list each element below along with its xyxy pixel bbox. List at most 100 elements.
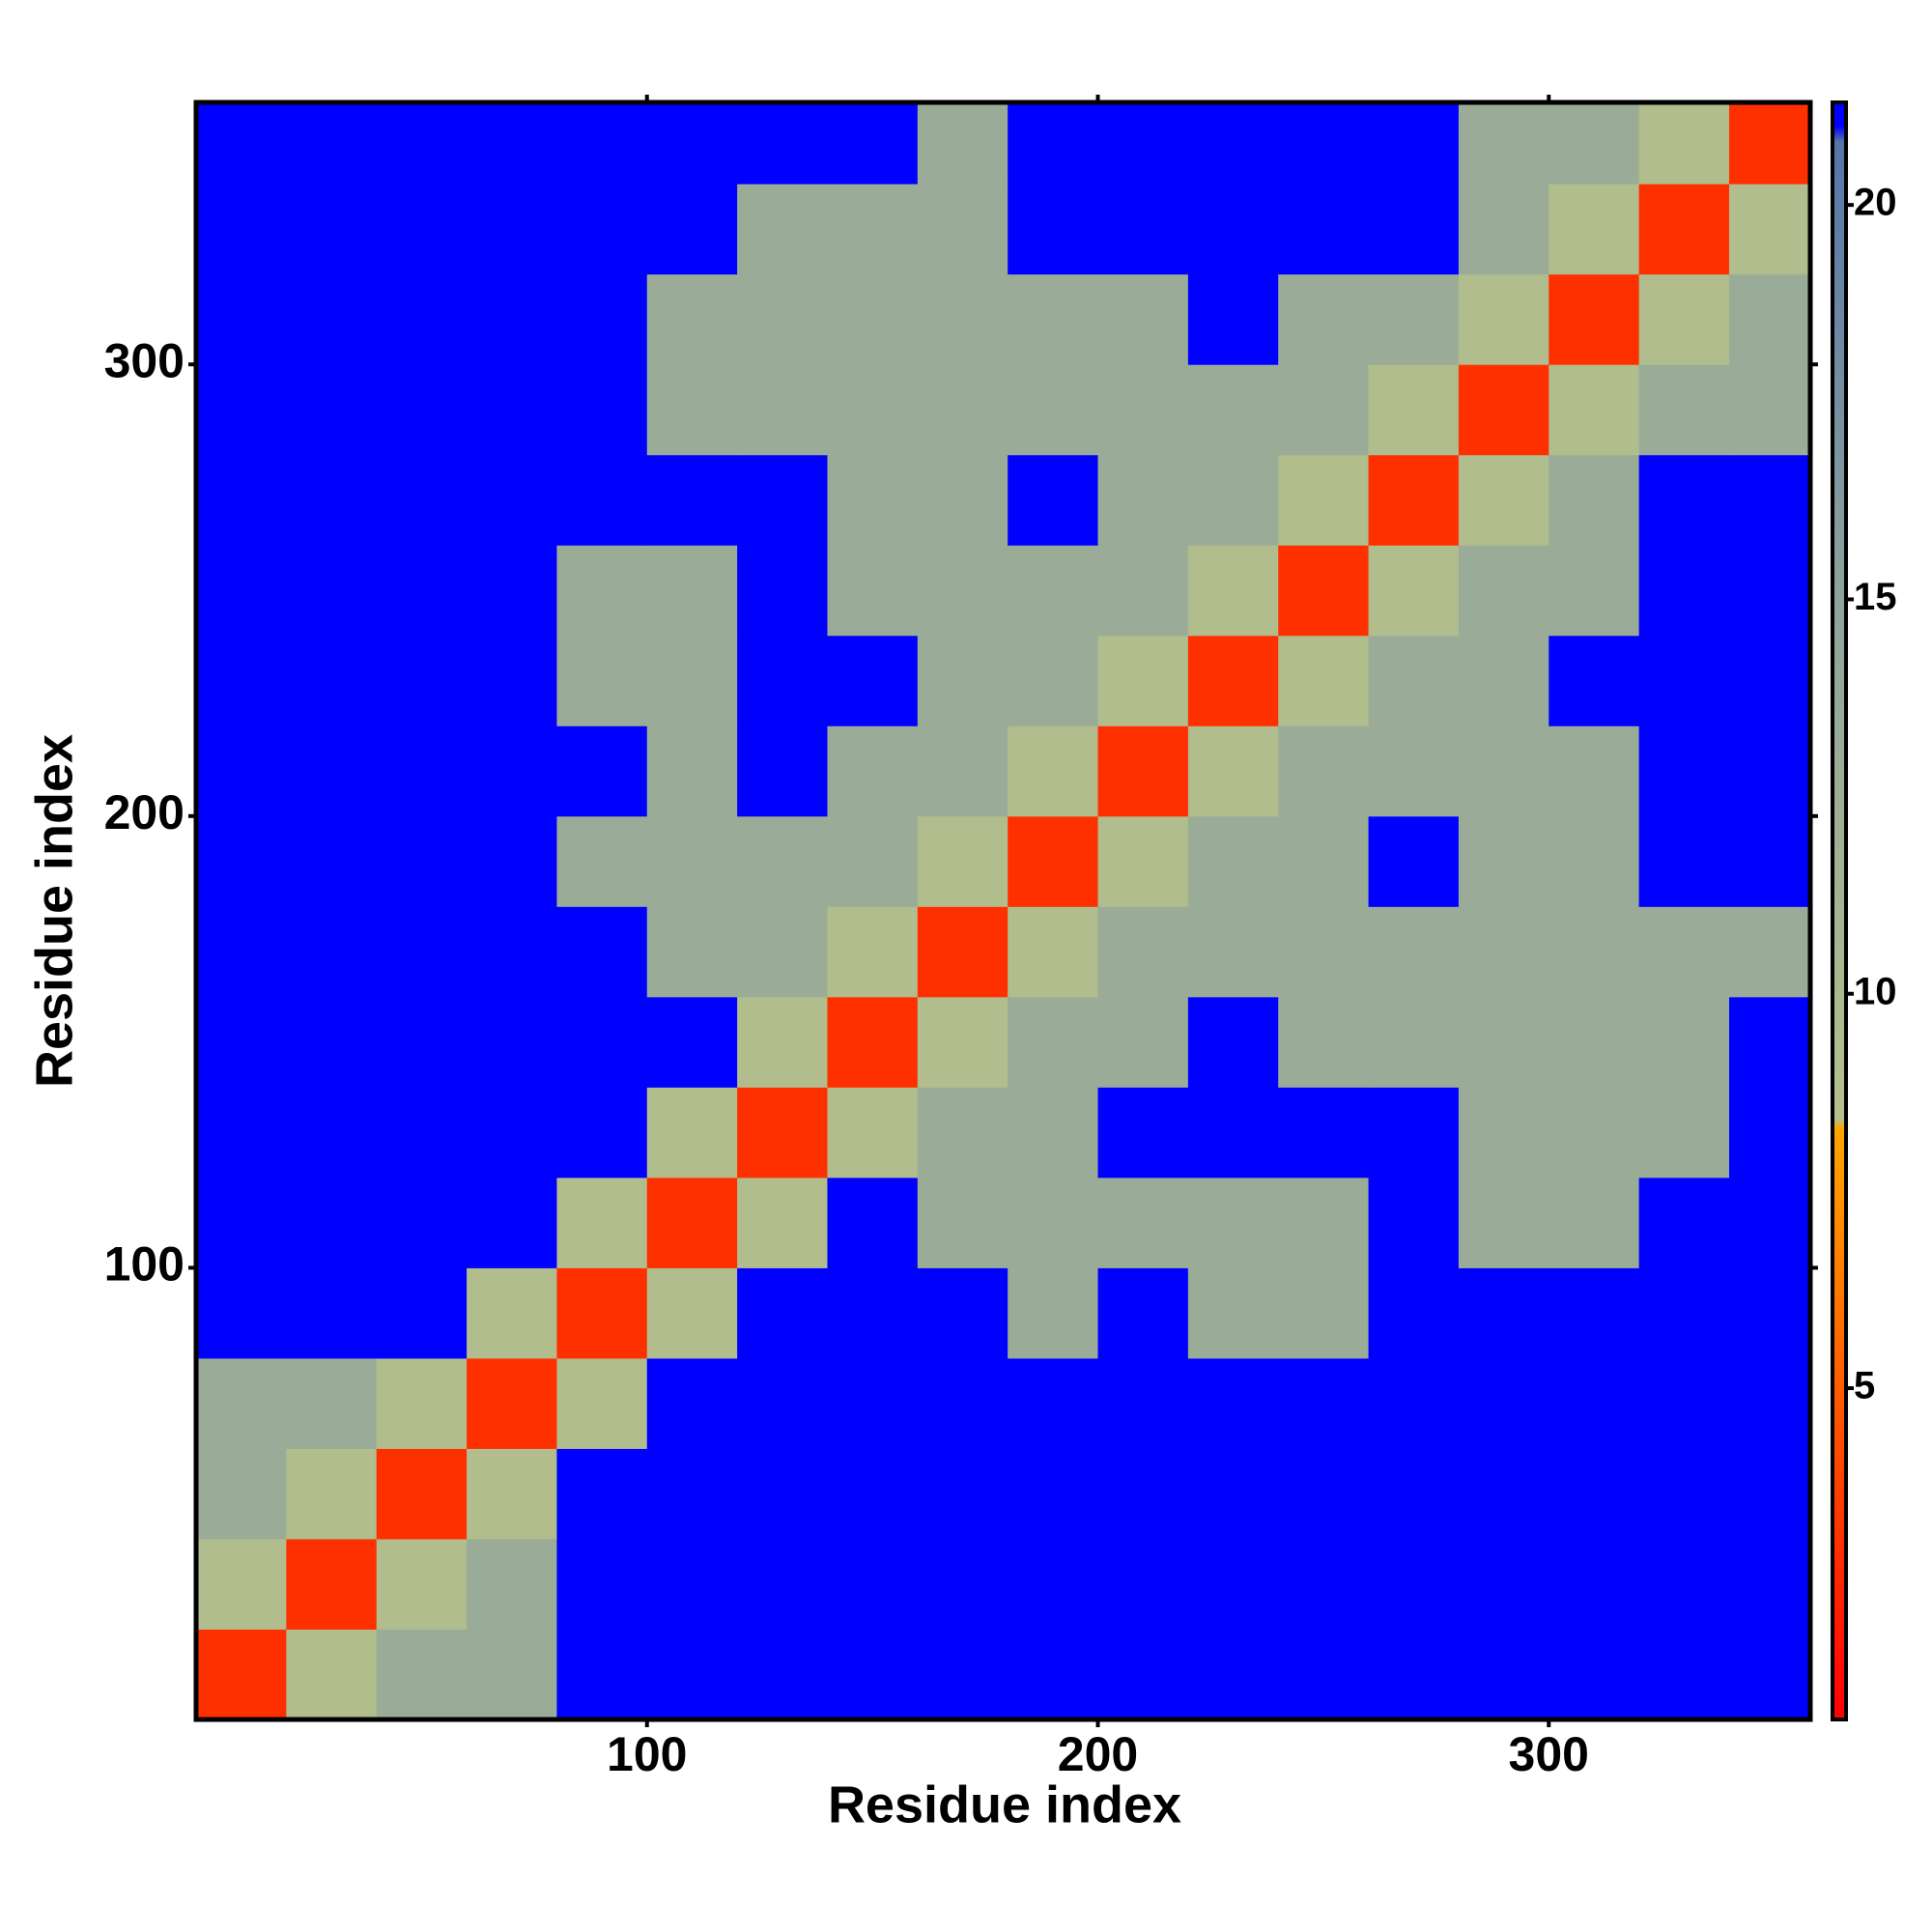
heatmap-cell [376, 906, 468, 998]
heatmap-cell [556, 545, 648, 637]
heatmap-cell [1548, 1087, 1640, 1179]
heatmap-cell [1278, 545, 1370, 637]
heatmap-cell [1187, 454, 1279, 546]
heatmap-cell [376, 635, 468, 726]
heatmap-cell [737, 1448, 828, 1540]
heatmap-cell [1458, 1177, 1549, 1268]
heatmap-cell [467, 1357, 557, 1449]
heatmap-cell [1458, 545, 1549, 637]
heatmap-cell [1008, 996, 1099, 1088]
heatmap-cell [286, 1087, 378, 1179]
heatmap-cell [917, 102, 1009, 185]
heatmap-cell [1548, 1448, 1640, 1540]
heatmap-cell [1458, 454, 1549, 546]
heatmap-cell [646, 1538, 738, 1630]
heatmap-cell [196, 996, 287, 1088]
heatmap-cell [286, 364, 378, 456]
heatmap-cell [1008, 1177, 1099, 1268]
heatmap-cell [1458, 1629, 1549, 1720]
heatmap-cell [1097, 815, 1189, 907]
heatmap-cell [737, 1629, 828, 1720]
heatmap-cell [1548, 1177, 1640, 1268]
heatmap-cell [1187, 635, 1279, 726]
heatmap-cell [646, 454, 738, 546]
heatmap-cell [1278, 273, 1370, 365]
heatmap-cell [1548, 1538, 1640, 1630]
heatmap-cell [917, 1087, 1009, 1179]
heatmap-cell [1638, 725, 1730, 817]
heatmap-cell [556, 364, 648, 456]
heatmap-cell [1368, 1087, 1460, 1179]
heatmap-cell [286, 184, 378, 275]
x-tick-label: 100 [607, 1727, 687, 1781]
heatmap-cell [1187, 906, 1279, 998]
heatmap-cell [1008, 273, 1099, 365]
heatmap-cell [646, 1448, 738, 1540]
heatmap-cell [1097, 1629, 1189, 1720]
heatmap-cell [1458, 725, 1549, 817]
heatmap-cell [1008, 906, 1099, 998]
heatmap-cell [1458, 273, 1549, 365]
heatmap-cell [1548, 1267, 1640, 1359]
heatmap-cell [1187, 1448, 1279, 1540]
heatmap-cell [1458, 996, 1549, 1088]
heatmap-cell [1638, 454, 1730, 546]
colorbar-tick-label: 20 [1854, 182, 1897, 224]
heatmap-cell [1638, 1357, 1730, 1449]
heatmap-cell [1728, 273, 1811, 365]
heatmap-cell [737, 906, 828, 998]
heatmap-cell [737, 725, 828, 817]
heatmap-cell [1368, 454, 1460, 546]
heatmap-cell [1728, 1357, 1811, 1449]
heatmap-cell [556, 996, 648, 1088]
heatmap-cell [646, 906, 738, 998]
heatmap-cell [1097, 996, 1189, 1088]
heatmap-cell [1728, 1538, 1811, 1630]
heatmap-cell [286, 635, 378, 726]
heatmap-cell [467, 1629, 557, 1720]
heatmap-cell [1638, 102, 1730, 185]
heatmap-cell [1008, 1087, 1099, 1179]
heatmap-cell [1728, 635, 1811, 726]
heatmap-cell [1368, 815, 1460, 907]
heatmap-cell [1548, 273, 1640, 365]
heatmap-cell [376, 1177, 468, 1268]
heatmap-cell [1278, 1357, 1370, 1449]
heatmap-cell [827, 454, 919, 546]
heatmap-cell [646, 1087, 738, 1179]
heatmap-cell [1097, 364, 1189, 456]
heatmap-cell [196, 364, 287, 456]
heatmap-cell [1638, 815, 1730, 907]
heatmap-cell [286, 273, 378, 365]
heatmap-cell [1458, 102, 1549, 185]
heatmap-cell [286, 102, 378, 185]
heatmap-cell [737, 364, 828, 456]
heatmap-cell [1368, 102, 1460, 185]
heatmap-cell [556, 1357, 648, 1449]
heatmap-cell [1187, 545, 1279, 637]
heatmap-cell [917, 1267, 1009, 1359]
heatmap-cell [1548, 184, 1640, 275]
heatmap-cell [196, 1448, 287, 1540]
heatmap-cell [827, 364, 919, 456]
heatmap-cell [917, 635, 1009, 726]
heatmap-cell [1187, 996, 1279, 1088]
heatmap-cell [196, 273, 287, 365]
heatmap-cell [827, 184, 919, 275]
heatmap-cell [376, 184, 468, 275]
heatmap-cell [1548, 815, 1640, 907]
heatmap-cell [1368, 1629, 1460, 1720]
heatmap-cell [917, 1629, 1009, 1720]
heatmap-cell [376, 1267, 468, 1359]
heatmap-cell [1728, 1448, 1811, 1540]
heatmap-cell [917, 273, 1009, 365]
heatmap-cell [646, 635, 738, 726]
heatmap-cell [286, 906, 378, 998]
heatmap-cell [1008, 545, 1099, 637]
heatmap-cell [467, 906, 557, 998]
y-tick-label: 100 [104, 1237, 185, 1292]
heatmap-cell [1097, 635, 1189, 726]
heatmap-cell [376, 1087, 468, 1179]
